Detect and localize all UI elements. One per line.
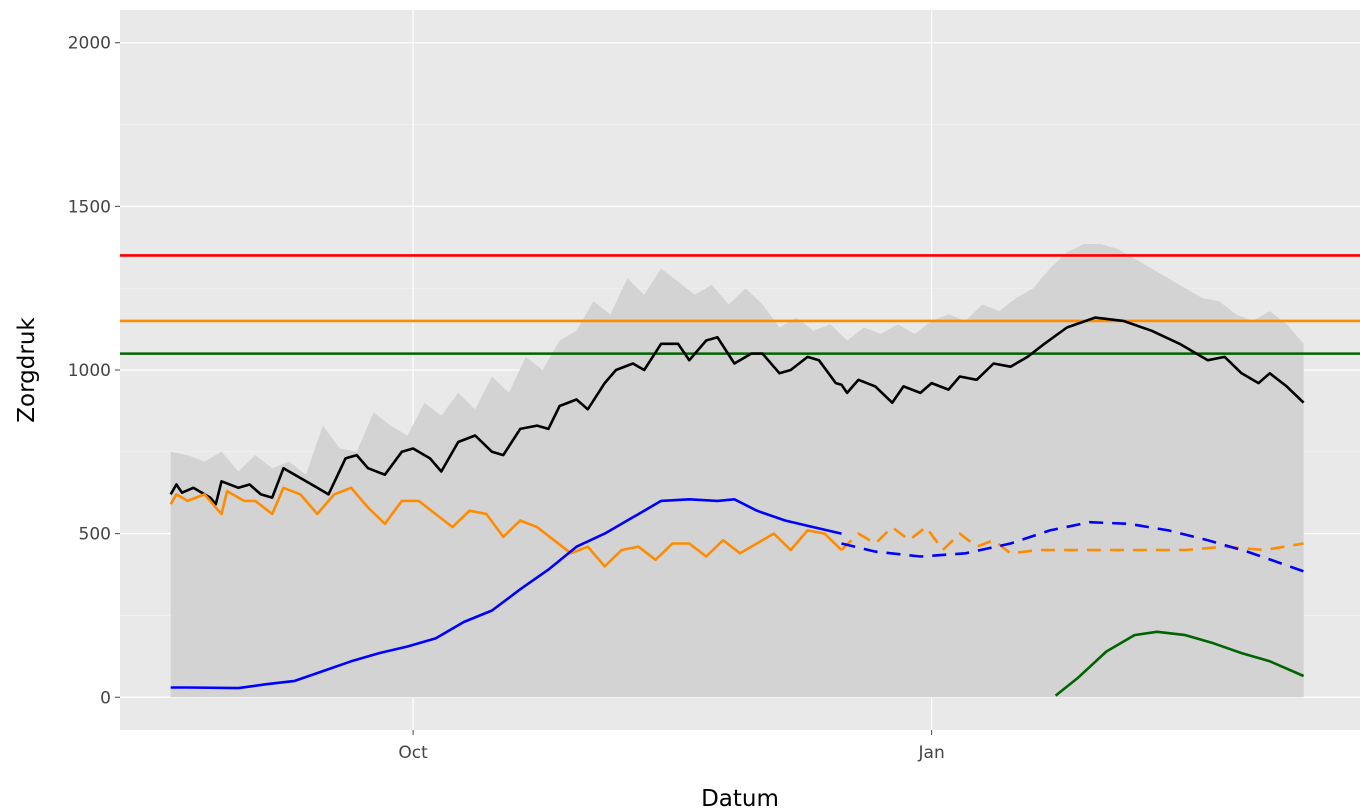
y-tick-label: 1000 bbox=[68, 361, 111, 381]
series-lines bbox=[169, 316, 1305, 697]
reference-lines bbox=[120, 254, 1360, 355]
series-line bbox=[841, 520, 1305, 573]
series-line bbox=[169, 316, 1305, 506]
x-tick-label: Oct bbox=[398, 743, 428, 763]
y-axis-title: Zorgdruk bbox=[14, 317, 40, 423]
y-tick-label: 1500 bbox=[68, 197, 111, 217]
x-tick-label: Jan bbox=[918, 743, 945, 763]
series-line bbox=[170, 497, 842, 690]
uncertainty-band bbox=[170, 244, 1304, 698]
series-line bbox=[169, 486, 843, 568]
series-line bbox=[1054, 630, 1305, 697]
y-tick-label: 0 bbox=[100, 688, 111, 708]
y-tick-label: 2000 bbox=[68, 34, 111, 54]
band-area bbox=[170, 244, 1304, 698]
series-line bbox=[840, 525, 1304, 555]
y-axis: 0 500 1000 1500 2000 bbox=[68, 34, 120, 708]
x-axis: Oct Jan bbox=[398, 730, 945, 763]
x-axis-title: Datum bbox=[701, 786, 779, 811]
y-tick-label: 500 bbox=[79, 525, 111, 545]
